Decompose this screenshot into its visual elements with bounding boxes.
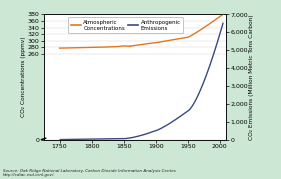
Y-axis label: CO₂ Emissions (Million Metric Tons Carbon): CO₂ Emissions (Million Metric Tons Carbo… bbox=[249, 14, 254, 140]
Text: Source: Oak Ridge National Laboratory, Carbon Dioxide Information Analysis Cente: Source: Oak Ridge National Laboratory, C… bbox=[3, 169, 176, 177]
Legend: Atmospheric
Concentrations, Anthropogenic
Emissions: Atmospheric Concentrations, Anthropogeni… bbox=[68, 17, 183, 33]
Y-axis label: CO₂ Concentrations (ppmv): CO₂ Concentrations (ppmv) bbox=[21, 37, 26, 117]
